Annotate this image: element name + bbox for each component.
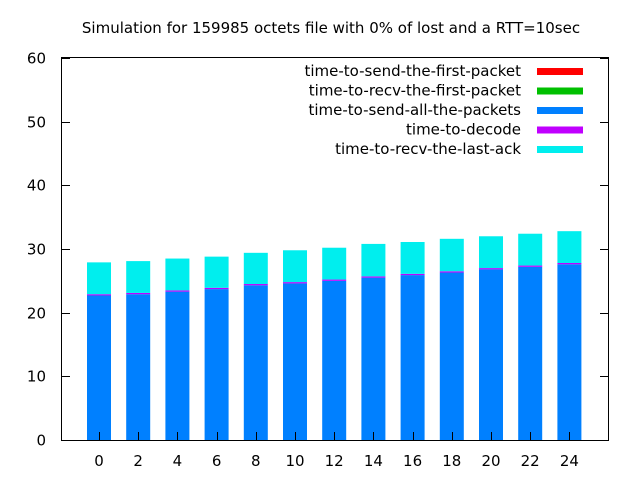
bar-segment (243, 284, 268, 286)
x-tick-label: 2 (133, 452, 143, 470)
bar-segment (322, 280, 347, 440)
legend-swatch (537, 146, 583, 153)
bar-segment (361, 277, 386, 440)
legend-label: time-to-send-all-the-packets (308, 101, 521, 119)
bar-segment (439, 272, 464, 440)
bar-segment (518, 265, 543, 267)
y-tick-label: 30 (27, 241, 46, 259)
bar-segment (165, 290, 190, 292)
bar-segment (204, 256, 229, 288)
bar-segment (87, 294, 111, 296)
legend-swatch (537, 68, 583, 75)
x-tick-label: 16 (403, 452, 422, 470)
y-tick-label: 0 (36, 432, 46, 450)
legend-label: time-to-recv-the-last-ack (335, 140, 521, 158)
bar-segment (322, 247, 347, 280)
bar-segment (204, 287, 229, 290)
x-tick-label: 4 (173, 452, 183, 470)
bar-segment (557, 263, 582, 265)
y-tick-label: 50 (27, 114, 46, 132)
bar-segment (439, 238, 464, 272)
x-tick-label: 24 (560, 452, 579, 470)
bar-segment (283, 250, 307, 283)
bar-segment (243, 252, 268, 285)
legend-label: time-to-send-the-first-packet (304, 62, 521, 80)
x-tick-label: 22 (521, 452, 540, 470)
bar-segment (479, 269, 503, 440)
bar-segment (361, 243, 386, 277)
chart-title: Simulation for 159985 octets file with 0… (82, 19, 580, 37)
x-axis: 0 2 4 6 8 10 12 14 16 18 20 22 24 (94, 432, 579, 470)
bar-segment (518, 233, 543, 266)
y-tick-label: 40 (27, 177, 46, 195)
legend-label: time-to-recv-the-first-packet (309, 82, 521, 100)
bar-segment (361, 276, 386, 278)
legend: time-to-send-the-first-packet time-to-rec… (304, 62, 583, 158)
bar-segment (87, 262, 111, 295)
bar-segment (400, 275, 425, 440)
bar-segment (283, 283, 307, 440)
bar-segment (126, 261, 151, 293)
legend-swatch (537, 87, 583, 95)
bar-segment (557, 231, 582, 264)
x-tick-label: 8 (251, 452, 261, 470)
legend-label: time-to-decode (406, 121, 521, 139)
bar-segment (439, 271, 464, 273)
bar-segment (126, 292, 151, 295)
x-tick-label: 14 (364, 452, 383, 470)
bar-segment (87, 295, 111, 440)
bar-segment (479, 268, 503, 270)
x-tick-label: 18 (442, 452, 461, 470)
bar-segment (400, 273, 425, 276)
y-tick-label: 60 (27, 50, 46, 68)
legend-swatch (537, 126, 583, 134)
bar-segment (400, 241, 425, 274)
bar-segment (165, 291, 190, 440)
bar-segment (518, 266, 543, 440)
bar-segment (204, 289, 229, 440)
bars-group (87, 231, 582, 440)
legend-swatch (537, 107, 583, 114)
plot-frame (61, 57, 609, 441)
y-axis: 0 10 20 30 40 50 60 (27, 50, 608, 450)
bar-segment (283, 282, 307, 284)
y-tick-label: 10 (27, 368, 46, 386)
y-tick-label: 20 (27, 305, 46, 323)
bar-segment (479, 236, 503, 269)
bar-segment (322, 279, 347, 281)
bar-segment (165, 258, 190, 291)
bar-segment (243, 285, 268, 440)
x-tick-label: 20 (481, 452, 500, 470)
x-tick-label: 0 (94, 452, 104, 470)
x-tick-label: 12 (325, 452, 344, 470)
bar-segment (557, 264, 582, 440)
x-tick-label: 6 (212, 452, 222, 470)
bar-segment (126, 294, 151, 440)
x-tick-label: 10 (285, 452, 304, 470)
